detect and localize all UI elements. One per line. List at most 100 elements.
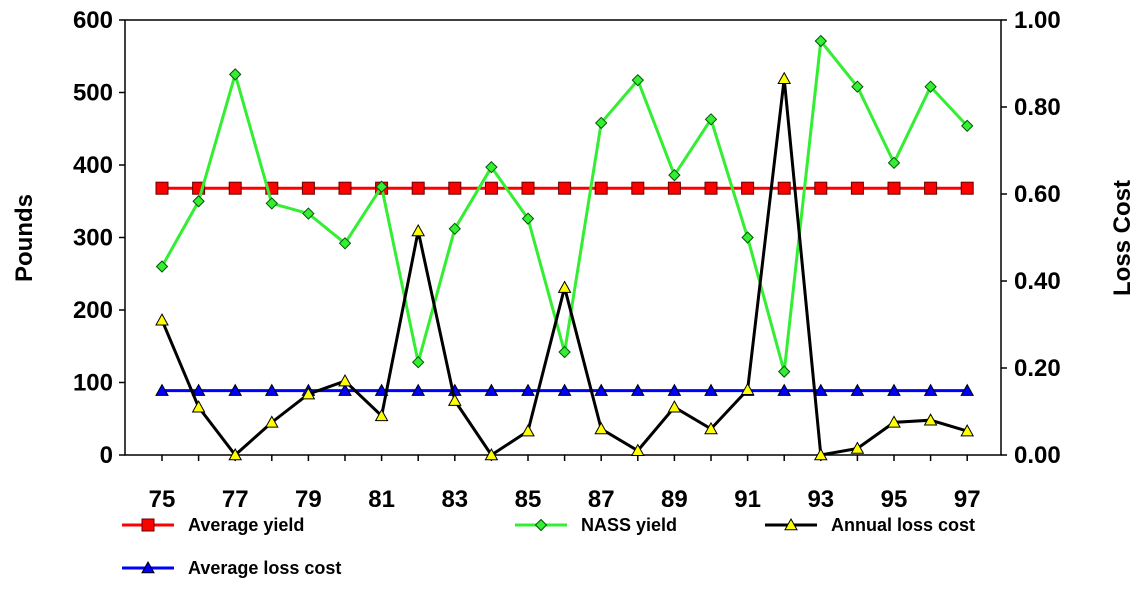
average-loss-cost-point	[155, 383, 169, 396]
average-loss-cost-point	[704, 383, 718, 396]
nass-yield-point	[704, 113, 718, 126]
y-tick-label: 300	[73, 225, 113, 252]
average-yield-point	[448, 181, 462, 195]
y-tick-label: 600	[73, 7, 113, 34]
nass-yield-point	[631, 73, 645, 87]
annual-loss-cost-point	[521, 424, 535, 437]
average-yield-point	[924, 181, 938, 195]
nass-yield-point	[302, 207, 315, 220]
average-loss-cost-point	[557, 383, 572, 396]
y2-axis-title: Loss Cost	[1109, 180, 1132, 296]
annual-loss-cost-point	[191, 400, 206, 413]
average-loss-cost-point	[228, 383, 243, 396]
legend-label: NASS yield	[581, 515, 677, 535]
average-yield-point	[814, 181, 828, 195]
annual-loss-cost-point	[850, 441, 865, 454]
average-loss-cost-point	[521, 383, 535, 396]
legend-swatch-marker	[784, 517, 798, 531]
annual-loss-cost-point	[228, 447, 243, 461]
nass-yield-point	[814, 34, 828, 48]
y-axis-title: Pounds	[11, 194, 38, 282]
average-loss-cost-point	[813, 383, 828, 396]
legend-swatch-marker	[141, 560, 155, 574]
y2-tick-label: 1.00	[1014, 7, 1061, 34]
annual-loss-cost-point	[887, 415, 901, 428]
y-tick-label: 500	[73, 80, 113, 107]
legend-item-average-loss-cost: Average loss cost	[122, 558, 341, 578]
x-tick-label: 93	[807, 486, 834, 513]
nass-yield-point	[448, 222, 462, 236]
y-tick-label: 200	[73, 297, 113, 324]
annual-loss-cost-point	[264, 415, 279, 428]
y2-tick-label: 0.00	[1014, 442, 1061, 469]
x-tick-label: 79	[295, 486, 322, 513]
legend-label: Average yield	[188, 515, 304, 535]
annual-loss-cost-point	[704, 421, 718, 435]
legend-swatch-marker	[534, 518, 548, 532]
nass-yield-point	[558, 345, 571, 359]
x-tick-label: 91	[734, 486, 761, 513]
annual-loss-cost-point	[923, 413, 938, 426]
nass-yield-point	[375, 180, 388, 193]
nass-yield-point	[521, 212, 535, 225]
legend-item-nass-yield: NASS yield	[515, 515, 677, 535]
average-yield-point	[228, 181, 242, 195]
average-yield-point	[558, 181, 572, 195]
x-tick-label: 95	[881, 486, 908, 513]
legend-label: Annual loss cost	[831, 515, 975, 535]
y2-tick-label: 0.60	[1014, 181, 1061, 208]
average-yield-point	[338, 181, 352, 195]
average-yield-point	[850, 181, 864, 195]
average-loss-cost-point	[411, 383, 426, 396]
nass-yield-point	[411, 355, 425, 369]
average-yield-point	[777, 181, 791, 195]
annual-loss-cost-point	[301, 387, 316, 400]
average-loss-cost-point	[777, 383, 792, 396]
nass-yield-point	[777, 365, 791, 378]
average-loss-cost-point	[960, 383, 975, 396]
average-yield-point	[741, 181, 755, 195]
average-yield-point	[411, 181, 425, 195]
x-tick-label: 77	[222, 486, 249, 513]
x-tick-label: 83	[441, 486, 468, 513]
nass-yield-point	[192, 195, 205, 208]
legend-item-annual-loss-cost: Annual loss cost	[765, 515, 975, 535]
annual-loss-cost-point	[594, 421, 609, 435]
nass-yield-point	[594, 116, 608, 130]
average-yield-point	[155, 181, 169, 195]
nass-yield-point	[668, 168, 681, 182]
x-tick-label: 89	[661, 486, 688, 513]
average-loss-cost-point	[484, 383, 499, 396]
nass-yield-point	[155, 260, 169, 273]
y2-tick-label: 0.20	[1014, 355, 1061, 382]
annual-loss-cost-point	[484, 447, 499, 461]
average-yield-point	[594, 181, 608, 195]
y2-tick-label: 0.40	[1014, 268, 1061, 295]
average-yield-point	[887, 181, 901, 195]
annual-loss-cost-point	[813, 447, 828, 461]
annual-loss-cost-point	[740, 382, 755, 396]
average-yield-point	[667, 181, 681, 195]
average-loss-cost-point	[630, 383, 645, 396]
annual-loss-cost-point	[447, 393, 462, 406]
legend-item-average-yield: Average yield	[122, 515, 304, 535]
plot-area	[124, 19, 1002, 456]
y2-tick-label: 0.80	[1014, 94, 1061, 121]
average-loss-cost-point	[667, 383, 682, 396]
legend-label: Average loss cost	[188, 558, 341, 578]
annual-loss-cost-point	[777, 71, 792, 85]
average-loss-cost-point	[338, 383, 352, 396]
annual-loss-cost-point	[338, 374, 352, 387]
nass-yield-point	[887, 156, 901, 170]
nass-yield-point	[265, 197, 279, 210]
average-loss-cost-point	[264, 383, 279, 396]
x-tick-label: 85	[515, 486, 542, 513]
average-yield-point	[631, 181, 645, 195]
average-loss-cost-point	[191, 383, 206, 396]
annual-loss-cost-point	[557, 280, 572, 293]
nass-yield-point	[960, 119, 974, 133]
nass-yield-point	[338, 237, 352, 250]
nass-yield-point	[924, 80, 937, 93]
legend-swatch-marker	[141, 518, 155, 532]
x-tick-label: 87	[588, 486, 615, 513]
